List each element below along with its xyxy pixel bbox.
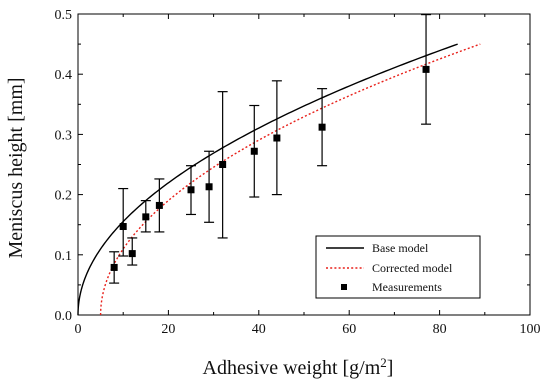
y-tick-label: 0.4	[55, 68, 73, 83]
x-axis-label: Adhesive weight [g/m2]	[203, 355, 394, 380]
legend-measurements-marker	[341, 284, 347, 290]
measurement-point	[110, 263, 118, 271]
measurement-point	[422, 65, 430, 73]
measurement-point	[273, 134, 281, 142]
axes-layer: 0 20 40 60 80 100 0.0 0.1 0.2 0.3 0.4 0.5	[55, 8, 541, 337]
measurement-point	[219, 161, 227, 168]
series-line-0	[77, 43, 458, 316]
x-axis-label-sup: 2	[380, 355, 387, 370]
measurement-point	[250, 147, 258, 155]
legend-corrected-model-label: Corrected model	[372, 261, 453, 275]
x-axis-label-end: ]	[387, 357, 394, 379]
legend: Base model Corrected model Measurements	[315, 235, 481, 299]
legend-base-model-label: Base model	[372, 241, 429, 255]
x-tick-label: 60	[342, 322, 356, 337]
measurement-point	[187, 186, 195, 194]
x-tick-label: 80	[433, 322, 447, 337]
y-tick-label: 0.5	[55, 8, 73, 23]
y-axis-label: Meniscus height [mm]	[5, 77, 27, 258]
measurement-point	[128, 250, 136, 258]
x-tick-label: 0	[75, 322, 82, 337]
x-tick-label: 20	[161, 322, 175, 337]
y-tick-label: 0.1	[55, 249, 73, 264]
y-tick-label: 0.0	[55, 309, 73, 324]
measurement-point	[318, 123, 326, 131]
y-tick-label: 0.2	[55, 189, 73, 204]
y-tick-label: 0.3	[55, 128, 73, 143]
x-tick-label: 40	[252, 322, 266, 337]
series-layer	[77, 14, 481, 316]
measurement-point	[142, 213, 150, 221]
measurement-point	[119, 223, 127, 231]
x-tick-label: 100	[520, 322, 541, 337]
legend-measurements-label: Measurements	[372, 280, 442, 294]
measurement-point	[205, 183, 213, 191]
x-axis-label-main: Adhesive weight [g/m	[203, 357, 381, 379]
measurement-point	[155, 201, 163, 209]
